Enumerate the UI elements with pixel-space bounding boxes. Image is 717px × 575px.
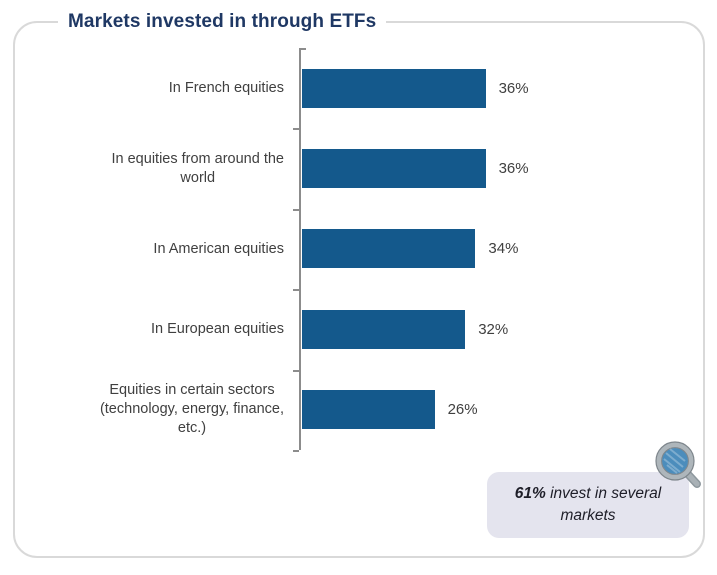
note-body: invest in several markets [545,484,662,524]
axis-tick [293,128,299,131]
value-label: 36% [498,79,529,97]
bar-row: 32% [302,289,702,369]
bar [302,149,486,189]
bar-row: 36% [302,128,702,208]
axis-tick [293,208,299,211]
chart-title: Markets invested in through ETFs [58,11,387,33]
bar [302,309,466,349]
note-text: 61% invest in several markets [501,483,675,528]
value-label: 32% [478,320,509,338]
category-label-text: In equities from around the world [111,150,285,186]
magnifying-glass-icon [655,441,701,488]
category-label: In equities from around the world [48,128,292,208]
note-highlight: 61% [514,484,546,502]
category-axis [299,48,301,450]
category-label-text: In European equities [150,320,284,337]
bar-row: 36% [302,48,702,128]
category-label-text: In American equities [153,240,284,257]
chart-frame [13,21,705,558]
value-label: 34% [488,240,519,258]
bar-row: 34% [302,209,702,289]
bar [302,68,486,108]
category-label: In American equities [48,209,292,289]
category-label: In European equities [48,289,292,369]
category-label: In French equities [48,48,292,128]
category-labels: In French equities In equities from aroun… [48,48,292,450]
value-label: 36% [498,160,529,178]
value-label: 26% [447,401,478,419]
category-label: Equities in certain sectors (technology,… [48,370,292,450]
axis-tick [293,369,299,372]
bar [302,390,435,430]
bar [302,229,476,269]
axis-tick [293,289,299,292]
note-callout: 61% invest in several markets [487,472,689,538]
axis-tick [293,450,299,452]
axis-tick [301,48,306,50]
bar-row: 26% [302,370,702,450]
bar-series: 36% 36% 34% 32% 26% [302,48,702,450]
category-label-text: Equities in certain sectors (technology,… [99,382,284,437]
category-label-text: In French equities [168,79,284,96]
